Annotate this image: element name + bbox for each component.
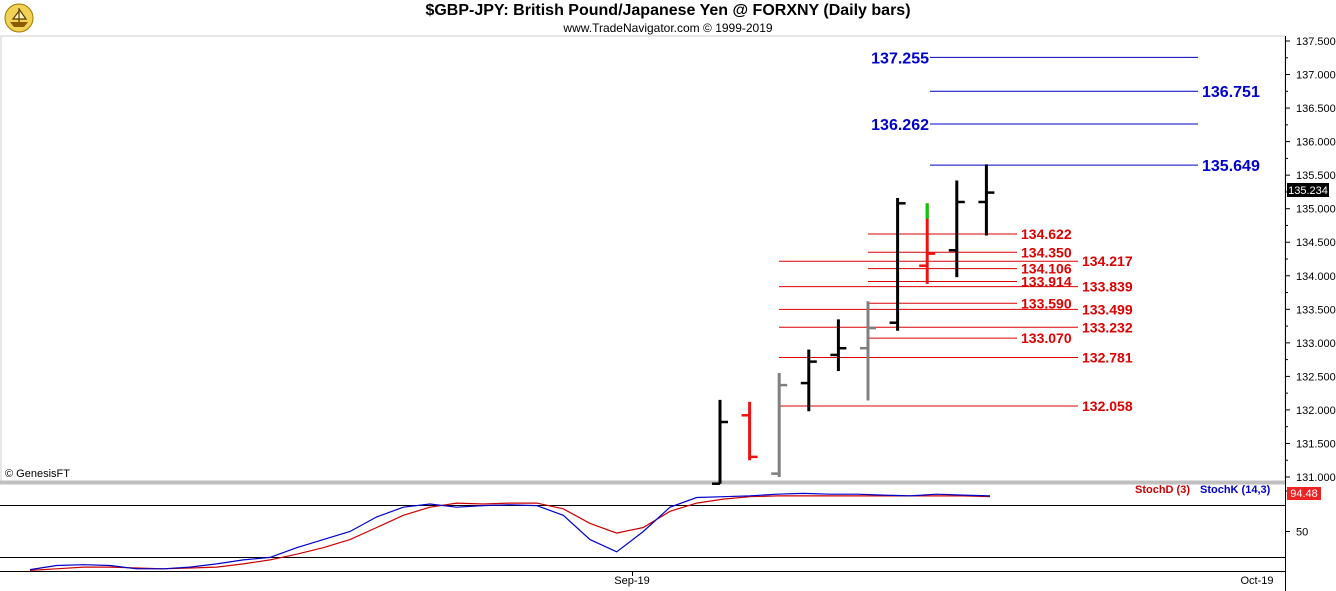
stoch-value-tag-bg: [1287, 487, 1321, 500]
y-axis: 137.500 137.000 136.500 136.000 135.500 135.0…: [1285, 36, 1336, 484]
ohlc-bar: [919, 203, 936, 284]
stoch-layer: [29, 492, 991, 571]
y-tick-label: 133.000: [1296, 338, 1336, 350]
level-label: 132.058: [1082, 398, 1133, 414]
ohlc-bar: [830, 319, 847, 372]
level-label: 133.232: [1082, 319, 1133, 335]
level-label: 134.217: [1082, 253, 1133, 269]
level-label: 134.622: [1021, 226, 1072, 242]
ohlc-bar: [712, 399, 728, 485]
ship-logo-icon: [4, 3, 34, 33]
ohlc-bar: [741, 401, 758, 461]
y-tick-label: 131.500: [1296, 438, 1336, 450]
y-tick-label: 134.500: [1296, 237, 1336, 249]
stoch-line: [29, 495, 991, 571]
level-label: 133.914: [1021, 274, 1072, 290]
chart-title: $GBP-JPY: British Pound/Japanese Yen @ F…: [425, 2, 911, 19]
level-label: 134.106: [1021, 261, 1072, 277]
level-label: 133.499: [1082, 301, 1133, 317]
y-tick-label: 135.000: [1296, 204, 1336, 216]
ohlc-bar: [948, 180, 965, 278]
y-tick-label: 136.500: [1296, 103, 1336, 115]
y-tick-label: 136.000: [1296, 137, 1336, 149]
levels-layer: 137.255 136.751 136.262 135.649 134.622 134.3…: [779, 50, 1260, 414]
y-tick-label: 132.000: [1296, 405, 1336, 417]
y-tick-label: 137.500: [1296, 36, 1336, 48]
level-label: 134.350: [1021, 244, 1072, 260]
level-label: 133.070: [1021, 330, 1072, 346]
y-tick-label: 133.500: [1296, 304, 1336, 316]
y-tick-label: 134.000: [1296, 271, 1336, 283]
y-tick-label: 131.000: [1296, 472, 1336, 484]
stoch-value-tag: 94.48: [1290, 488, 1318, 500]
stochd-legend: StochD (3): [1135, 484, 1190, 496]
target-label: 136.262: [871, 117, 929, 134]
ohlc-bar: [800, 349, 817, 412]
target-label: 137.255: [871, 50, 929, 67]
y-tick-label: 137.000: [1296, 70, 1336, 82]
last-price-tag-bg: [1287, 183, 1329, 197]
ohlc-bar: [889, 197, 906, 331]
chart-subtitle: www.TradeNavigator.com © 1999-2019: [563, 21, 773, 35]
level-label: 133.590: [1021, 295, 1072, 311]
ohlc-bar: [860, 301, 876, 401]
level-label: 133.839: [1082, 279, 1133, 295]
target-label: 135.649: [1202, 158, 1260, 175]
stoch-tick-label: 50: [1296, 527, 1308, 539]
y-tick-label: 132.500: [1296, 371, 1336, 383]
x-label-oct: Oct-19: [1240, 575, 1273, 587]
ohlc-bar: [978, 164, 995, 236]
last-price-tag: 135.234: [1288, 185, 1328, 197]
ohlc-bar: [771, 373, 788, 477]
y-tick-label: 135.500: [1296, 170, 1336, 182]
stochk-legend: StochK (14,3): [1200, 484, 1271, 496]
target-label: 136.751: [1202, 84, 1260, 101]
bars-layer: [712, 164, 995, 485]
copyright: © GenesisFT: [5, 468, 70, 480]
stoch-line: [29, 492, 991, 571]
level-label: 132.781: [1082, 350, 1133, 366]
x-label-sep: Sep-19: [614, 575, 649, 587]
